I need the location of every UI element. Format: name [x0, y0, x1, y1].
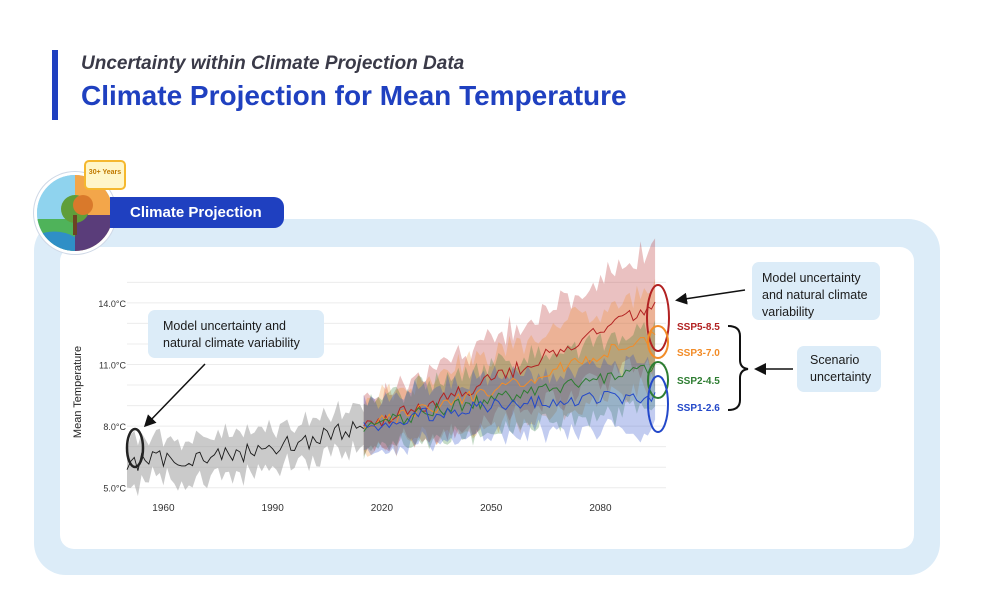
- x-tick-label: 2080: [589, 503, 612, 514]
- page-title: Climate Projection for Mean Temperature: [81, 80, 627, 111]
- y-tick-label: 5.0°C: [103, 484, 126, 494]
- callout-historical-uncertainty: Model uncertainty and natural climate va…: [148, 310, 324, 358]
- historical-line: [126, 420, 364, 471]
- x-tick-label: 2050: [480, 503, 503, 514]
- line-ssp370: [363, 330, 656, 429]
- axis-labels: 5.0°C 8.0°C 11.0°C 14.0°C 1960 1990 2020 2050 20…: [72, 299, 720, 514]
- uncertainty-bands: [127, 238, 656, 497]
- legend-ssp245: SSP2-4.5: [677, 376, 720, 387]
- callout-scenario-uncertainty: Scenario uncertainty: [797, 346, 881, 392]
- y-tick-label: 14.0°C: [98, 299, 126, 309]
- title-accent-bar: [52, 50, 58, 120]
- highlight-ellipse-ssp245: [647, 361, 669, 399]
- annotations: [125, 284, 793, 469]
- highlight-ellipse-ssp370: [647, 325, 669, 359]
- x-tick-label: 1990: [262, 503, 285, 514]
- highlight-ellipse-ssp585: [646, 284, 670, 352]
- climate-seasons-illustration-icon: [34, 172, 116, 254]
- highlight-ellipse-ssp126: [647, 375, 669, 433]
- legend-ssp370: SSP3-7.0: [677, 348, 720, 359]
- legend-ssp126: SSP1-2.6: [677, 403, 720, 414]
- y-axis-label: Mean Temperature: [72, 346, 84, 438]
- historical-highlight-ellipse: [125, 427, 145, 469]
- line-ssp585: [363, 301, 656, 428]
- line-ssp126: [363, 390, 656, 432]
- series-lines: [126, 301, 656, 471]
- x-tick-label: 2020: [371, 503, 394, 514]
- y-tick-label: 8.0°C: [103, 422, 126, 432]
- arrow-historical: [143, 363, 206, 428]
- legend-ssp585: SSP5-8.5: [677, 322, 720, 333]
- page-subtitle: Uncertainty within Climate Projection Da…: [81, 53, 465, 74]
- calendar-badge-icon: 30+ Years: [84, 160, 126, 190]
- band-ssp245: [363, 320, 656, 460]
- x-tick-label: 1960: [152, 503, 175, 514]
- section-tag: Climate Projection: [110, 197, 284, 228]
- arrow-projection: [675, 289, 746, 305]
- callout-projection-uncertainty: Model uncertainty and natural climate va…: [752, 262, 880, 320]
- historical-band: [127, 400, 364, 497]
- y-tick-label: 11.0°C: [99, 360, 126, 370]
- line-ssp245: [363, 363, 656, 432]
- scenario-brace: [727, 325, 749, 411]
- band-ssp585: [363, 238, 656, 457]
